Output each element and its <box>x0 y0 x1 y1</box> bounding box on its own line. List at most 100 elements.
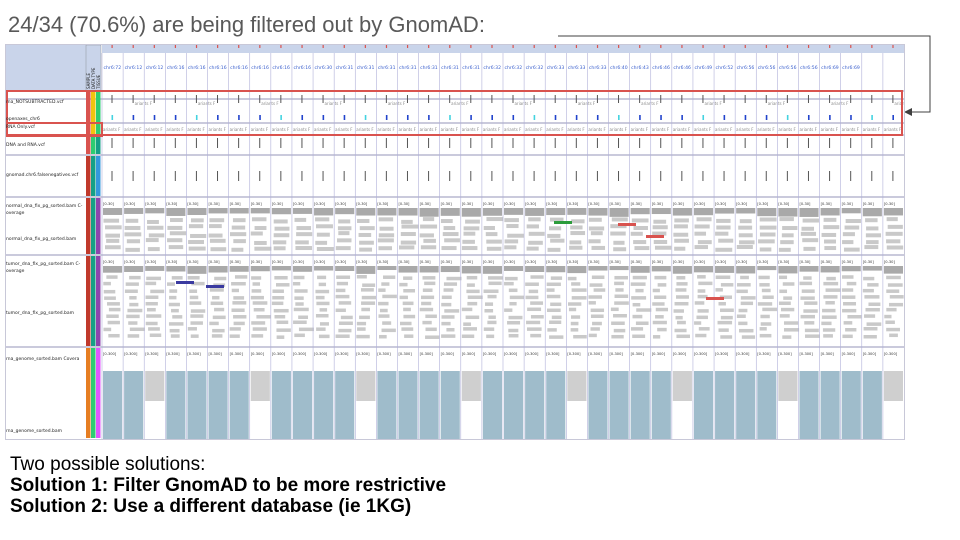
read <box>676 334 691 339</box>
track-openaxes[interactable]: openaxes_chr6 <box>6 117 40 122</box>
ruler-tick <box>512 45 514 48</box>
ruler-tick <box>575 45 578 48</box>
read <box>718 301 726 306</box>
read <box>400 232 416 237</box>
locus-label[interactable]: chr6:16 <box>293 65 311 71</box>
read <box>886 245 904 250</box>
read <box>187 276 200 280</box>
coverage-bar <box>841 208 861 214</box>
locus-label[interactable]: chr6:32 <box>483 65 501 71</box>
locus-label[interactable]: chr6:69 <box>821 65 839 71</box>
track-tumor-bam[interactable]: tumor_dna_fix_pg_sorted.bam <box>6 311 75 316</box>
read <box>361 295 377 300</box>
range-label: [0-30] <box>103 202 115 206</box>
dna-rna-mark <box>681 138 683 148</box>
locus-label[interactable]: chr6:30 <box>315 65 333 71</box>
locus-label[interactable]: chr6:16 <box>167 65 185 71</box>
locus-label[interactable]: chr6:32 <box>505 65 523 71</box>
read <box>762 307 778 312</box>
coverage-bar <box>292 208 313 214</box>
attribute-strips <box>86 92 101 438</box>
locus-label[interactable]: chr6:56 <box>737 65 755 71</box>
locus-label[interactable]: chr6:40 <box>610 65 628 71</box>
read <box>146 307 156 312</box>
track-normal-bam[interactable]: normal_dna_fix_pg_sorted.bam <box>6 237 77 242</box>
locus-label[interactable]: chr6:69 <box>842 65 860 71</box>
slide-title: 24/34 (70.6%) are being filtered out by … <box>8 12 485 37</box>
coverage-bar <box>461 208 481 217</box>
read <box>232 218 246 223</box>
variant-mark <box>259 95 261 103</box>
locus-label[interactable]: chr6:31 <box>441 65 459 71</box>
locus-label[interactable]: chr6:52 <box>716 65 734 71</box>
locus-label[interactable]: chr6:56 <box>800 65 818 71</box>
track-rna-coverage[interactable]: rna_genome_sorted.bam Covera <box>6 357 80 362</box>
locus-label[interactable]: chr6:16 <box>209 65 227 71</box>
read <box>209 218 225 223</box>
track-rna-notsubtracted[interactable]: rna_NOTSUBTRACTED.vcf <box>6 100 64 105</box>
locus-label[interactable]: chr6:43 <box>631 65 649 71</box>
locus-label[interactable]: chr6:31 <box>357 65 375 71</box>
read <box>169 328 180 333</box>
attribute-color-cell <box>91 348 96 438</box>
locus-label[interactable]: chr6:33 <box>547 65 565 71</box>
track-rna-only[interactable]: RNA Only.vcf <box>6 125 35 130</box>
track-gnomad[interactable]: gnomad.chr6.falsenegatives.vcf <box>6 173 79 178</box>
read <box>528 217 541 222</box>
rna-coverage-fill <box>504 371 524 439</box>
read <box>274 226 290 231</box>
read <box>568 302 582 306</box>
read <box>189 301 202 305</box>
read <box>846 281 857 286</box>
locus-label[interactable]: chr6:31 <box>462 65 480 71</box>
read <box>570 321 579 326</box>
range-label: [0-30] <box>504 202 516 206</box>
read <box>293 320 307 325</box>
locus-label[interactable]: chr6:31 <box>378 65 396 71</box>
locus-label[interactable]: chr6:31 <box>399 65 417 71</box>
track-tumor-coverage[interactable]: tumor_dna_fix_pg_sorted.bam C­overage <box>6 262 81 274</box>
locus-label[interactable]: chr6:32 <box>526 65 544 71</box>
read <box>191 281 205 286</box>
locus-label[interactable]: chr6:12 <box>125 65 143 71</box>
coverage-bar <box>715 208 735 214</box>
range-label: [0-300] <box>863 352 877 356</box>
locus-label[interactable]: chr6:33 <box>589 65 607 71</box>
coverage-bar <box>229 208 249 214</box>
locus-label[interactable]: chr6:16 <box>251 65 269 71</box>
read <box>104 245 121 250</box>
dna-rna-mark <box>660 138 662 148</box>
locus-label[interactable]: chr6:56 <box>779 65 797 71</box>
read <box>694 321 702 325</box>
read <box>359 226 375 231</box>
variant-label: ariants F <box>578 101 596 106</box>
locus-label[interactable]: chr6:46 <box>673 65 691 71</box>
track-rna-bam[interactable]: rna_genome_sorted.bam <box>6 429 63 434</box>
locus-label[interactable]: chr6:56 <box>758 65 776 71</box>
read <box>821 321 832 326</box>
locus-label[interactable]: chr6:72 <box>104 65 122 71</box>
locus-label[interactable]: chr6:16 <box>188 65 206 71</box>
locus-label[interactable]: chr6:46 <box>652 65 670 71</box>
dna-rna-mark <box>174 138 176 148</box>
locus-label[interactable]: chr6:12 <box>146 65 164 71</box>
locus-label[interactable]: chr6:16 <box>272 65 290 71</box>
read <box>403 289 416 293</box>
ruler-tick <box>280 45 282 48</box>
read <box>337 238 352 243</box>
track-normal-coverage[interactable]: normal_dna_fix_pg_sorted.bam C­overage <box>6 204 83 216</box>
read <box>106 314 119 318</box>
read <box>254 246 272 251</box>
coverage-bar <box>145 266 165 271</box>
locus-label[interactable]: chr6:31 <box>336 65 354 71</box>
ruler-tick <box>618 45 620 48</box>
locus-label[interactable]: chr6:49 <box>694 65 712 71</box>
range-label: [0-300] <box>757 352 771 356</box>
ruler-tick <box>470 45 472 48</box>
variant-mark <box>660 95 662 103</box>
locus-label[interactable]: chr6:33 <box>568 65 586 71</box>
dna-rna-mark <box>364 138 366 148</box>
track-dna-and-rna[interactable]: DNA and RNA.vcf <box>6 143 45 148</box>
locus-label[interactable]: chr6:31 <box>420 65 438 71</box>
locus-label[interactable]: chr6:16 <box>230 65 248 71</box>
